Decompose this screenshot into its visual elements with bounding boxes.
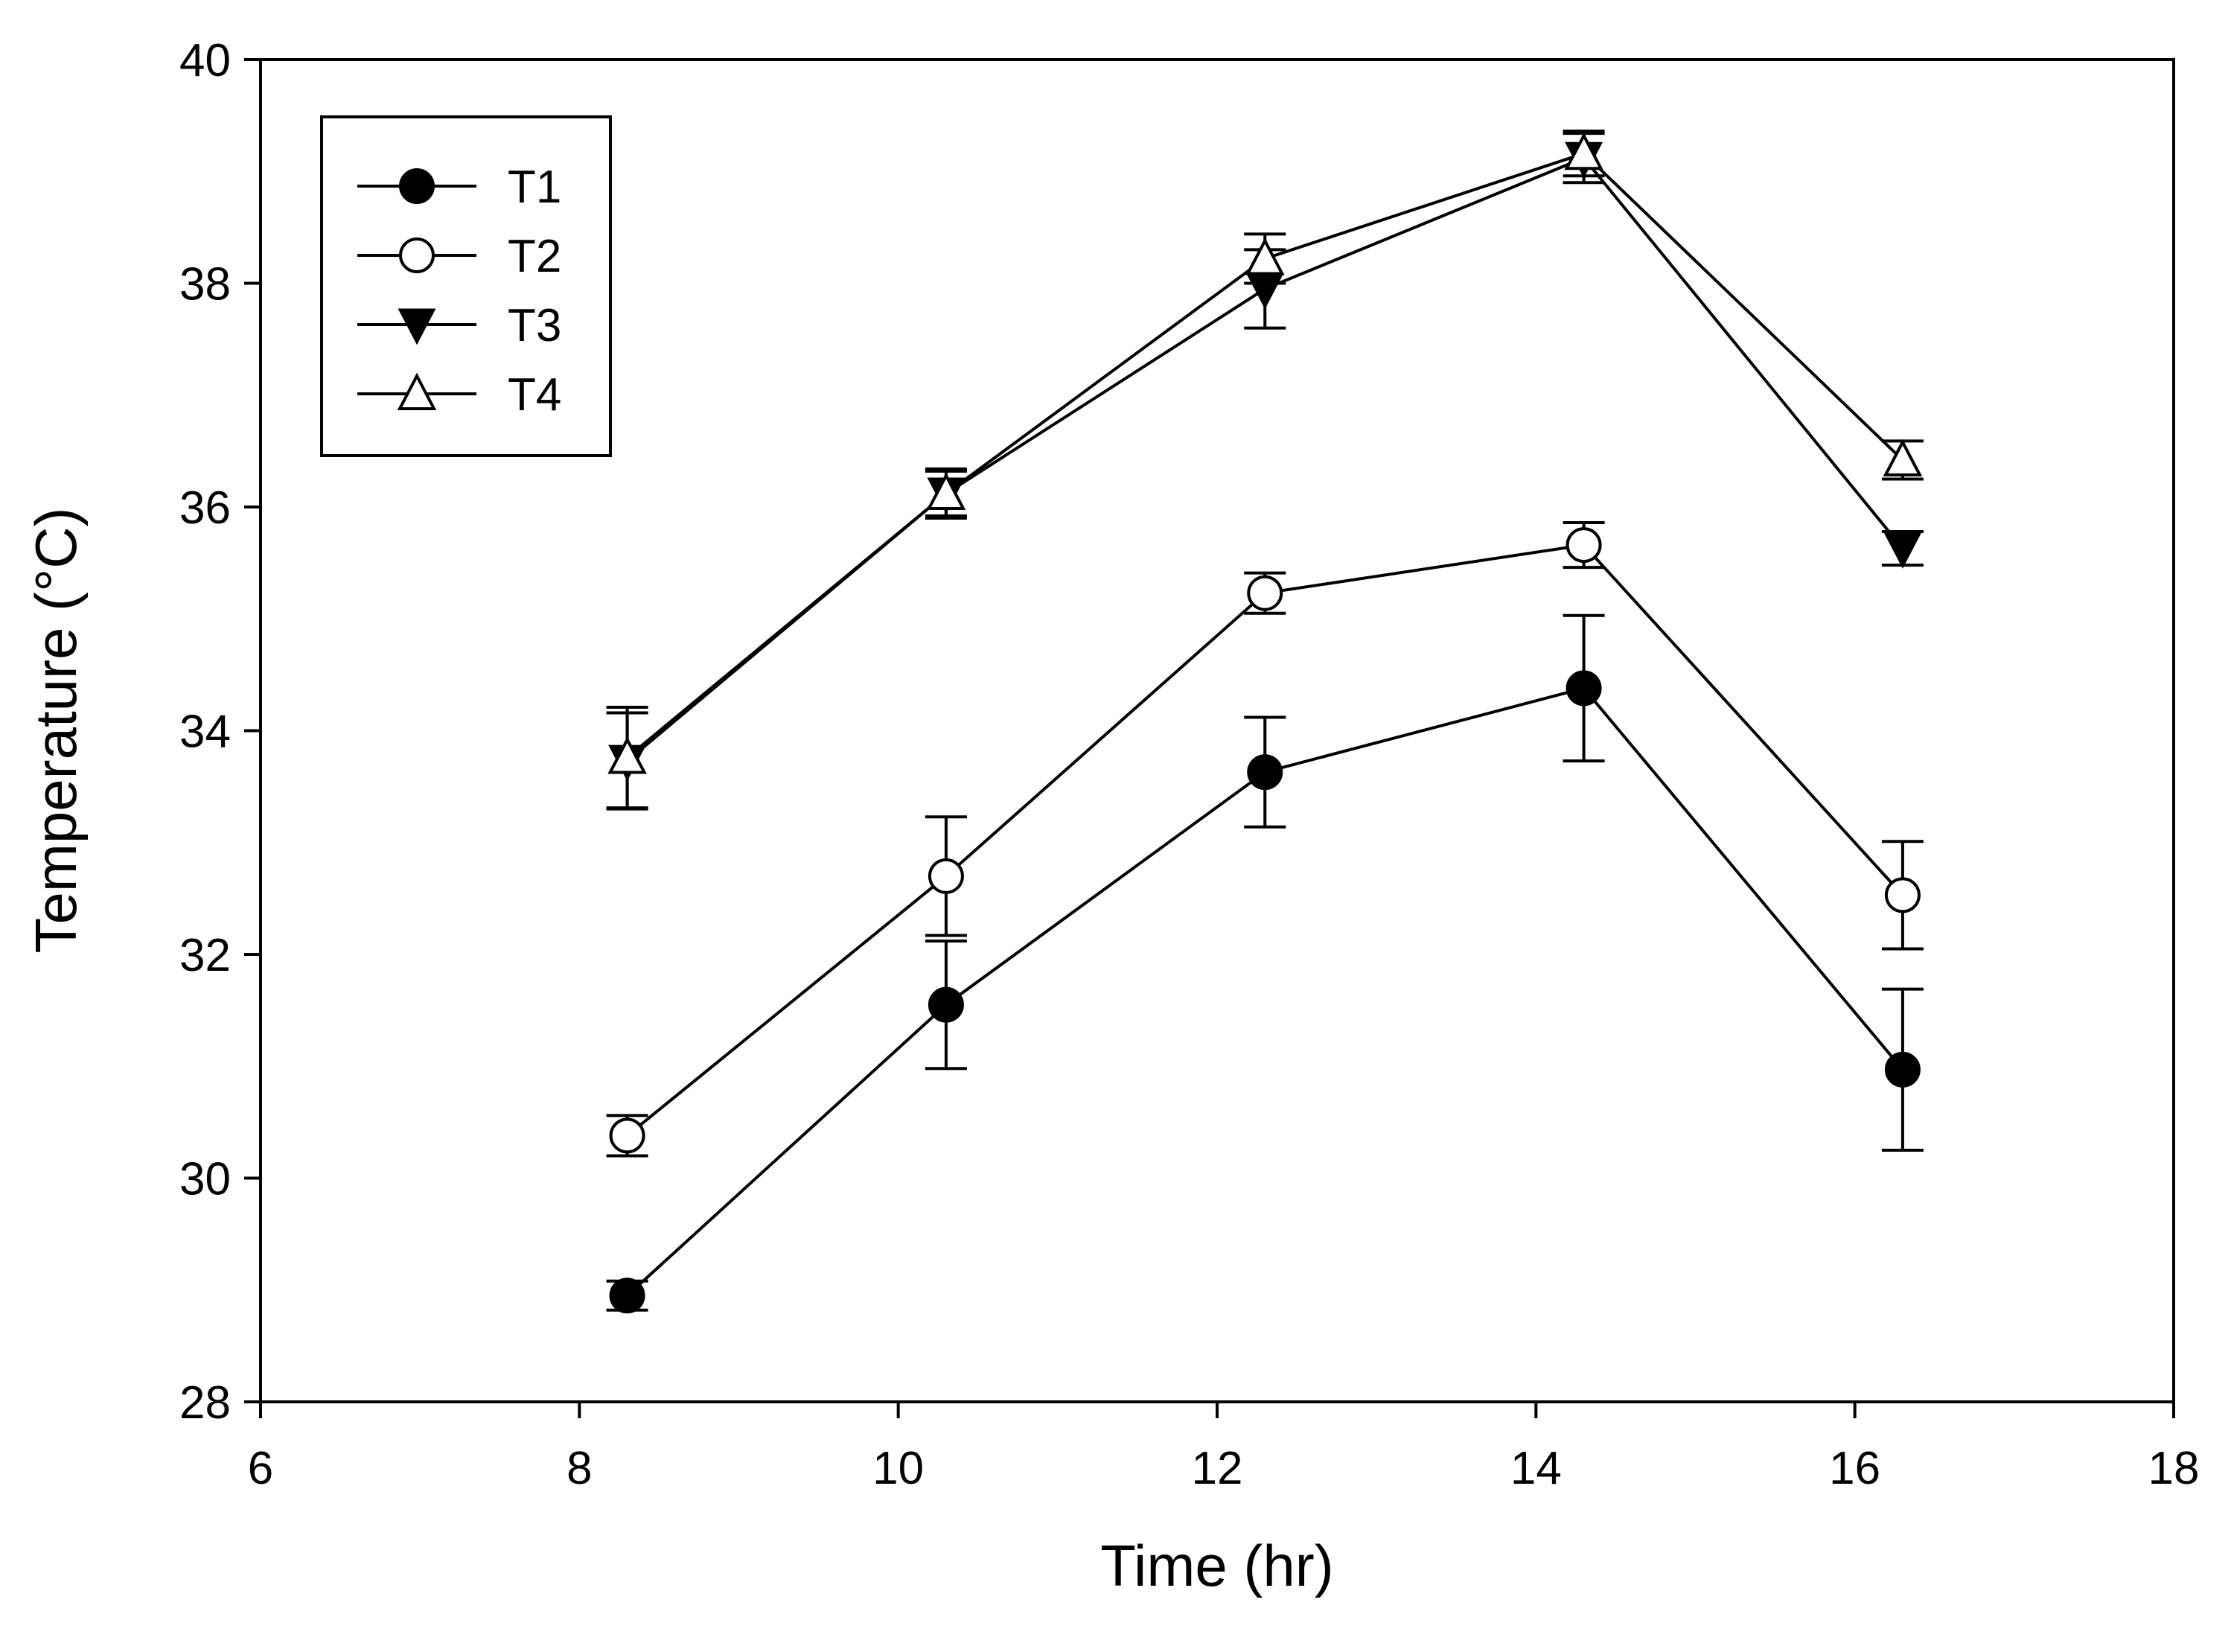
data-point-t3 bbox=[1883, 532, 1922, 569]
axes-layer: 6 8 10 12 14 16 18 28 30 32 34 36 38 40 bbox=[179, 35, 2199, 1494]
legend-label: T2 bbox=[508, 231, 561, 282]
legend: T1 T2 T3 T4 bbox=[320, 115, 612, 457]
legend-item-t3: T3 bbox=[357, 300, 561, 351]
y-tick-label: 36 bbox=[179, 482, 231, 534]
data-point-t2 bbox=[609, 1117, 645, 1154]
data-point-t1 bbox=[928, 986, 964, 1023]
y-tick-label: 40 bbox=[179, 35, 231, 86]
x-tick-label: 6 bbox=[248, 1443, 273, 1494]
data-point-t4 bbox=[1245, 237, 1285, 275]
y-tick-label: 30 bbox=[179, 1154, 231, 1205]
data-point-t2 bbox=[1247, 575, 1283, 611]
data-point-t1 bbox=[1247, 754, 1283, 791]
legend-label: T3 bbox=[508, 300, 561, 351]
legend-item-t4: T4 bbox=[357, 369, 561, 421]
x-tick-label: 14 bbox=[1510, 1443, 1562, 1494]
x-axis-label: Time (hr) bbox=[1100, 1533, 1333, 1598]
legend-marker-t1 bbox=[399, 168, 435, 204]
legend-label: T1 bbox=[508, 162, 561, 213]
legend-item-t1: T1 bbox=[357, 162, 561, 213]
x-tick-label: 16 bbox=[1829, 1443, 1880, 1494]
data-markers bbox=[607, 132, 1923, 1314]
x-tick-label: 12 bbox=[1192, 1443, 1243, 1494]
x-tick-label: 8 bbox=[566, 1443, 592, 1494]
data-point-t4 bbox=[607, 736, 647, 774]
data-point-t2 bbox=[1884, 877, 1921, 913]
legend-box bbox=[320, 115, 612, 457]
data-point-t1 bbox=[1565, 670, 1602, 707]
y-tick-label: 28 bbox=[179, 1377, 231, 1429]
legend-marker-t3 bbox=[398, 308, 436, 345]
data-point-t4 bbox=[926, 472, 966, 510]
legend-marker-t4 bbox=[397, 372, 437, 410]
x-tick-label: 10 bbox=[872, 1443, 924, 1494]
data-point-t1 bbox=[1884, 1051, 1921, 1088]
series-layer bbox=[606, 130, 1924, 1314]
y-tick-label: 38 bbox=[179, 259, 231, 310]
y-tick-label: 34 bbox=[179, 707, 231, 758]
x-tick-label: 18 bbox=[2148, 1443, 2200, 1494]
data-point-t4 bbox=[1564, 132, 1603, 170]
data-point-t1 bbox=[609, 1278, 645, 1314]
legend-marker-t2 bbox=[399, 237, 435, 273]
data-point-t2 bbox=[1565, 527, 1602, 564]
y-axis-label: Temperature (°C) bbox=[23, 507, 89, 953]
data-point-t2 bbox=[928, 858, 964, 894]
legend-label: T4 bbox=[508, 369, 561, 421]
legend-item-t2: T2 bbox=[357, 231, 561, 282]
y-tick-label: 32 bbox=[179, 930, 231, 981]
data-point-t4 bbox=[1883, 438, 1923, 476]
